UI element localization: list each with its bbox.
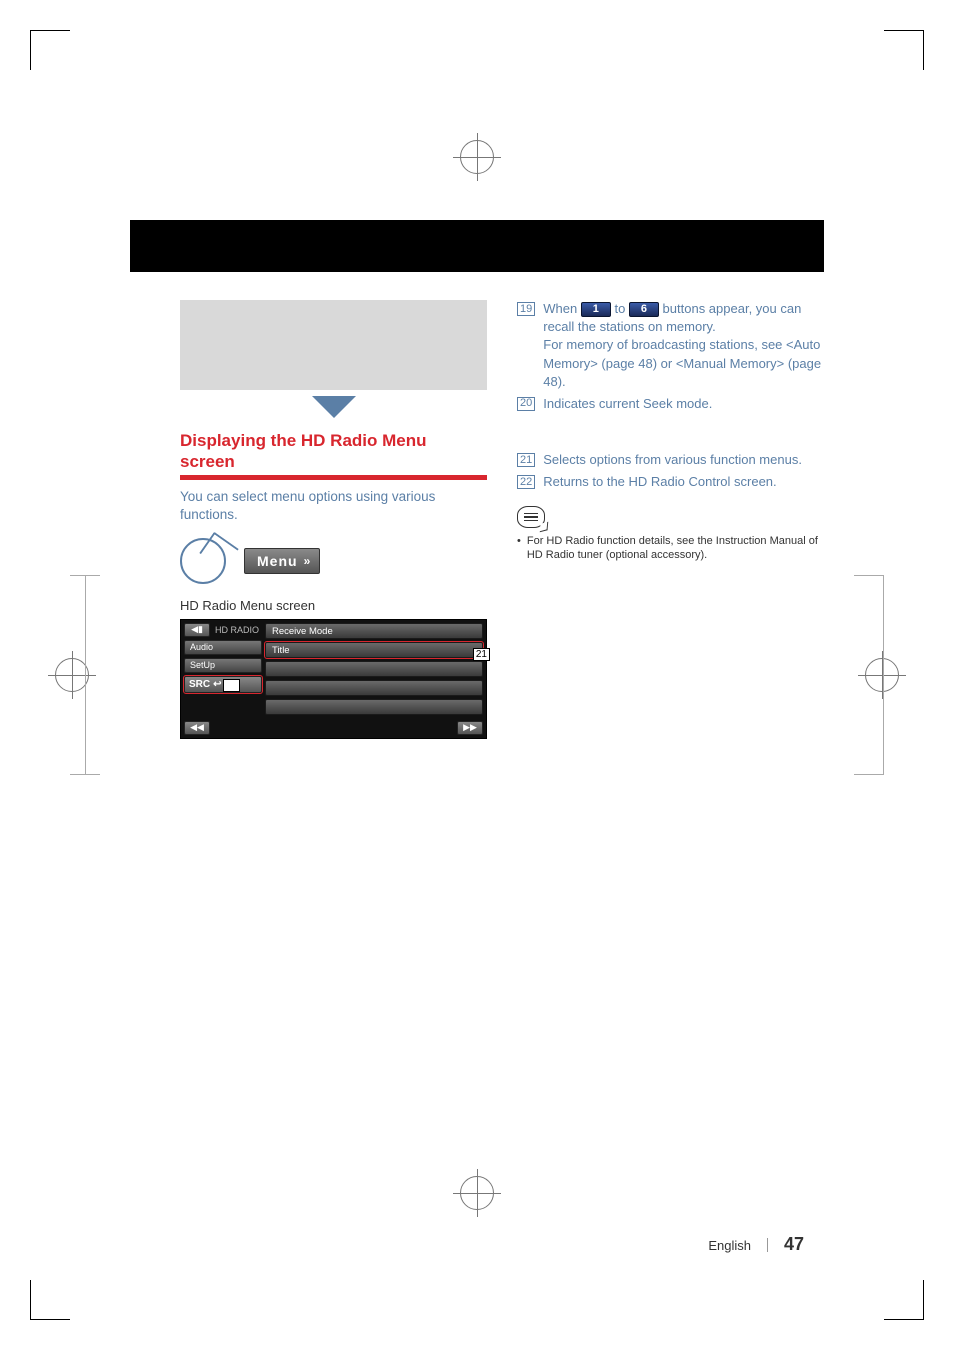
ui-src-label: SRC — [189, 679, 210, 690]
fold-mark-right — [854, 575, 884, 775]
note-21: 21 Selects options from various function… — [517, 451, 824, 469]
section-title-line2: screen — [180, 452, 235, 471]
ui-setup-button[interactable]: SetUp — [184, 658, 262, 673]
note-22-text: Returns to the HD Radio Control screen. — [543, 473, 776, 491]
ui-audio-button[interactable]: Audio — [184, 640, 262, 655]
callout-22: 22 — [223, 679, 240, 692]
fold-mark-left — [70, 575, 100, 775]
note-22: 22 Returns to the HD Radio Control scree… — [517, 473, 824, 491]
note-number: 19 — [517, 302, 535, 316]
note-19-pre: When — [543, 301, 581, 316]
footnote: • For HD Radio function details, see the… — [517, 534, 824, 564]
ui-page-left-button[interactable]: ◀◀ — [184, 721, 210, 735]
menu-button-label: Menu — [257, 553, 298, 569]
footnote-text: For HD Radio function details, see the I… — [527, 534, 824, 564]
registration-mark — [460, 140, 494, 174]
ui-top-left-tab[interactable]: ◀▮ — [184, 623, 210, 637]
note-21-text: Selects options from various function me… — [543, 451, 802, 469]
crop-mark — [30, 1280, 70, 1320]
footer-language: English — [708, 1238, 751, 1253]
footer-divider — [767, 1238, 768, 1252]
note-number: 20 — [517, 397, 535, 411]
arrow-down-icon — [312, 396, 356, 418]
chevron-right-icon: » — [304, 554, 308, 568]
screenshot-caption: HD Radio Menu screen — [180, 598, 487, 613]
note-19-mid: to — [614, 301, 628, 316]
menu-button[interactable]: Menu » — [244, 548, 320, 574]
page-footer: English 47 — [708, 1234, 804, 1255]
info-note-icon — [517, 506, 545, 528]
section-lead: You can select menu options using variou… — [180, 488, 487, 524]
registration-mark — [460, 1176, 494, 1210]
ui-list-receive-mode[interactable]: Receive Mode — [265, 623, 483, 639]
header-bar — [130, 220, 824, 272]
hd-radio-menu-screenshot: ◀▮ HD RADIO Audio SetUp SRC ↩ 22 Receive… — [180, 619, 487, 739]
ui-header-label: HD RADIO — [213, 623, 261, 637]
note-20-text: Indicates current Seek mode. — [543, 395, 712, 413]
ui-list-empty[interactable] — [265, 699, 483, 715]
ui-src-button[interactable]: SRC ↩ 22 — [184, 676, 262, 693]
touch-pen-icon — [180, 538, 226, 584]
crop-mark — [884, 1280, 924, 1320]
section-title: Displaying the HD Radio Menu screen — [180, 430, 487, 473]
preset-6-button[interactable]: 6 — [629, 302, 659, 317]
crop-mark — [30, 30, 70, 70]
note-19-line2: For memory of broadcasting stations, see… — [543, 336, 824, 391]
section-title-line1: Displaying the HD Radio Menu — [180, 431, 427, 450]
ui-list-title[interactable]: Title — [265, 642, 483, 658]
ui-list-empty[interactable] — [265, 680, 483, 696]
title-underline — [180, 475, 487, 480]
ui-page-right-button[interactable]: ▶▶ — [457, 721, 483, 735]
footer-page-number: 47 — [784, 1234, 804, 1255]
note-20: 20 Indicates current Seek mode. — [517, 395, 824, 413]
callout-21: 21 — [473, 648, 490, 661]
note-19: 19 When 1 to 6 buttons appear, you can r… — [517, 300, 824, 391]
placeholder-image — [180, 300, 487, 390]
return-icon: ↩ — [213, 679, 221, 690]
crop-mark — [884, 30, 924, 70]
preset-1-button[interactable]: 1 — [581, 302, 611, 317]
note-number: 22 — [517, 475, 535, 489]
ui-list-empty[interactable] — [265, 661, 483, 677]
bullet-icon: • — [517, 534, 521, 564]
note-number: 21 — [517, 453, 535, 467]
